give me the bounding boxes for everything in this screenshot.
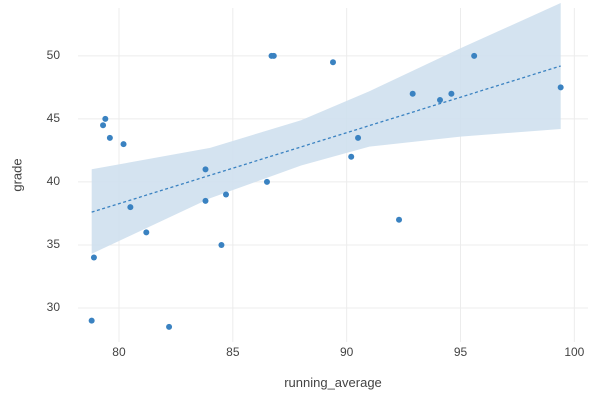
y-tick-label: 45 [47,111,61,125]
y-tick-label: 30 [47,300,61,314]
data-point [557,84,564,91]
data-point [218,241,225,248]
data-point [263,178,270,185]
data-point [409,90,416,97]
x-tick-label: 95 [454,345,468,359]
y-axis-title: grade [9,158,24,191]
data-point [448,90,455,97]
data-point [355,134,362,141]
data-point [88,317,95,324]
data-point [100,122,107,129]
x-tick-label: 85 [226,345,240,359]
y-tick-label: 40 [47,174,61,188]
data-point [120,141,127,148]
confidence-band [91,3,561,254]
data-point [222,191,229,198]
x-tick-label: 90 [340,345,354,359]
tick-labels: 80 85 90 95 100 30 35 40 45 50 [47,48,585,359]
data-point [143,229,150,236]
data-point [202,197,209,204]
data-point [270,52,277,59]
x-tick-label: 80 [112,345,126,359]
data-point [330,59,336,66]
data-point [106,134,113,141]
data-point [437,97,444,104]
data-point [348,153,355,160]
data-point [90,254,97,261]
y-tick-label: 35 [47,237,61,251]
regression-line [91,65,561,213]
data-point [102,115,109,122]
data-point [202,166,209,173]
data-point [471,52,478,59]
x-axis-title: running_average [284,375,382,390]
y-tick-label: 50 [47,48,61,62]
data-point [127,204,134,211]
data-point [166,323,173,330]
data-points [88,52,564,330]
data-point [396,216,403,223]
x-tick-label: 100 [564,345,584,359]
confidence-band-layer [91,3,561,254]
regression-line-layer [91,65,561,213]
